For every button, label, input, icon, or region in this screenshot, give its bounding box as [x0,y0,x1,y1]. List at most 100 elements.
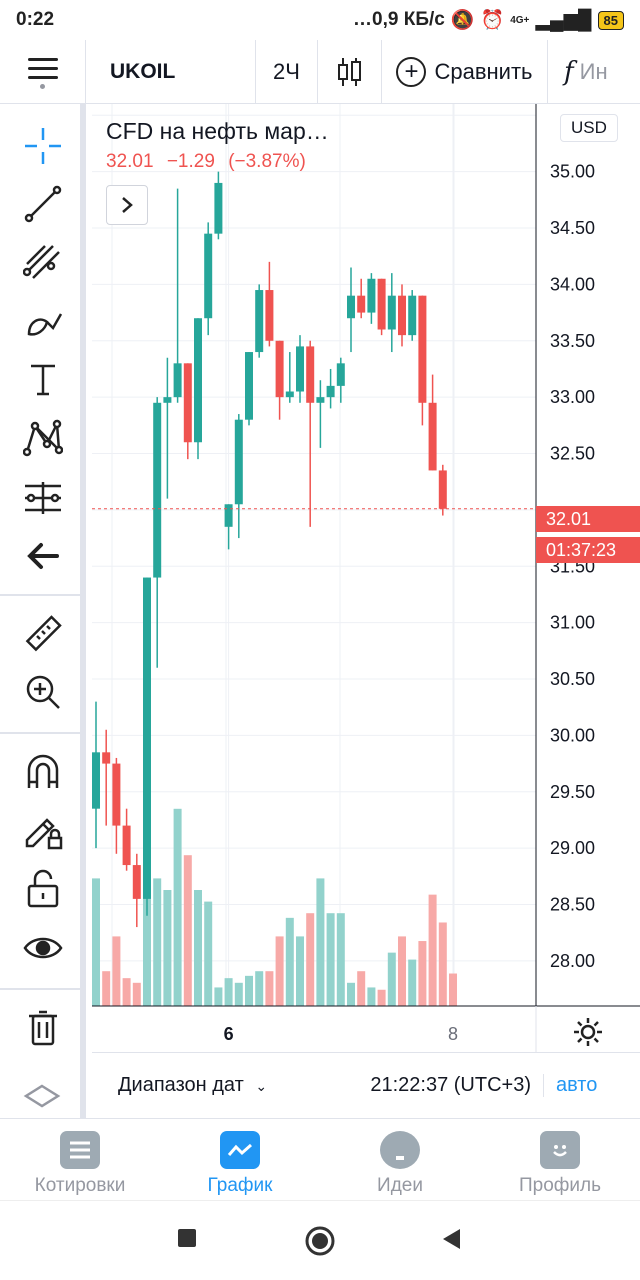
last-price: 32.01 [106,151,154,172]
bottom-nav: Котировки График Идеи Профиль [0,1118,640,1200]
text-tool[interactable] [0,352,86,408]
crosshair-icon [25,128,61,164]
volume-bar [112,936,121,1006]
candle-body [336,363,345,386]
nav-ideas-label: Идеи [377,1175,423,1196]
chart-toolbar: UKOIL 2Ч + Сравнить f Ин [0,39,640,104]
volume-bar [265,971,274,1006]
volume-bar [275,936,284,1006]
price-tick-label: 29.00 [550,838,595,858]
candle-body [285,391,294,398]
candle-body [173,363,182,398]
volume-bar [387,952,396,1006]
volume-bar [377,989,386,1006]
magnet-icon [27,754,59,788]
unlock-icon [27,869,59,908]
pattern-icon [23,419,63,457]
crosshair-tool[interactable] [0,118,86,174]
lock-drawing-icon [25,818,63,850]
lock-drawing-tool[interactable] [0,802,86,858]
unlock-tool[interactable] [0,860,86,916]
nav-quotes[interactable]: Котировки [0,1119,160,1200]
nav-quotes-label: Котировки [34,1175,126,1196]
candle-body [326,385,335,398]
volume-bar [204,901,213,1006]
candle-body [92,752,100,809]
currency-badge[interactable]: USD [560,114,618,142]
nav-profile[interactable]: Профиль [480,1119,640,1200]
symbol-button[interactable]: UKOIL [86,39,256,104]
trend-line-tool[interactable] [0,176,86,232]
candle-body [438,470,447,509]
candle-body [367,278,376,313]
list-icon [60,1131,100,1169]
plus-icon: + [396,56,427,87]
volume-bar [255,971,264,1006]
volume-bar [163,890,172,1006]
volume-bar [418,941,427,1006]
candle-body [122,825,131,866]
candle-body [163,397,172,403]
chart-legend: CFD на нефть мар… 32.01 −1.29 (−3.87%) [106,118,329,225]
volume-bar [132,982,141,1006]
price-tick-label: 33.00 [550,387,595,407]
candle-body [132,865,141,899]
brush-tool[interactable] [0,294,86,350]
signal-label: 4G+ [510,14,530,26]
date-range-label: Диапазон дат [118,1074,244,1096]
volume-bar [326,913,335,1006]
pattern-tool[interactable] [0,410,86,466]
smiley-icon [540,1131,580,1169]
compare-button[interactable]: + Сравнить [382,39,548,104]
fib-tool[interactable] [0,234,86,290]
volume-bar [285,917,294,1006]
candle-body [153,402,162,578]
layers-button[interactable] [22,1082,62,1117]
chart-type-button[interactable] [318,39,382,104]
auto-scale-button[interactable]: авто [556,1074,598,1096]
volume-bar [122,978,131,1006]
recents-icon[interactable] [176,1227,198,1249]
magnet-tool[interactable] [0,744,86,800]
volume-bar [183,855,192,1006]
date-range-button[interactable]: Диапазон дат ⌄ [92,1074,346,1097]
chart-pane[interactable]: 35.00 34.50 34.00 33.50 33.00 32.50 31.50 31.00… [92,104,640,1052]
candle-body [183,363,192,443]
volume-bar [153,878,162,1006]
candle-body [357,295,366,313]
candle-body [296,346,304,392]
nav-ideas[interactable]: Идеи [320,1119,480,1200]
candle-body [377,278,386,330]
delete-tool[interactable] [0,1000,86,1056]
price-tick-label: 35.00 [550,162,595,182]
indicators-label: Ин [579,58,608,84]
nav-chart[interactable]: График [160,1119,320,1200]
volume-bar [143,890,151,1006]
visibility-tool[interactable] [0,920,86,976]
expand-legend-button[interactable] [106,185,148,225]
candle-body [194,318,202,443]
ruler-tool[interactable] [0,606,86,662]
indicators-button[interactable]: f Ин [548,40,640,104]
layers-icon [23,1084,61,1108]
price-tick-label: 33.50 [550,331,595,351]
price-tick-label: 30.00 [550,725,595,745]
timezone-clock[interactable]: 21:22:37 (UTC+3) [346,1074,544,1097]
interval-button[interactable]: 2Ч [256,39,318,104]
lightbulb-icon [380,1131,420,1169]
menu-button[interactable] [0,39,86,104]
zoom-tool[interactable] [0,664,86,720]
settings-gear-icon[interactable] [572,1016,604,1048]
status-bar: 0:22 …0,9 КБ/с 🔕 ⏰ 4G+ ▂▄▆█ 85 [0,0,640,40]
back-icon[interactable] [440,1227,462,1251]
candlestick-chart[interactable]: 35.0034.5034.0033.5033.0032.5031.5031.00… [92,104,640,1052]
back-button[interactable] [0,528,86,584]
nav-profile-label: Профиль [518,1175,602,1196]
countdown-label: 01:37:23 [536,537,640,563]
signal-icon: ▂▄▆█ [535,9,592,31]
prediction-tool[interactable] [0,470,86,526]
home-icon[interactable] [304,1225,336,1257]
volume-bar [347,982,355,1006]
candle-body [428,402,437,471]
price-tick-label: 32.50 [550,444,595,464]
